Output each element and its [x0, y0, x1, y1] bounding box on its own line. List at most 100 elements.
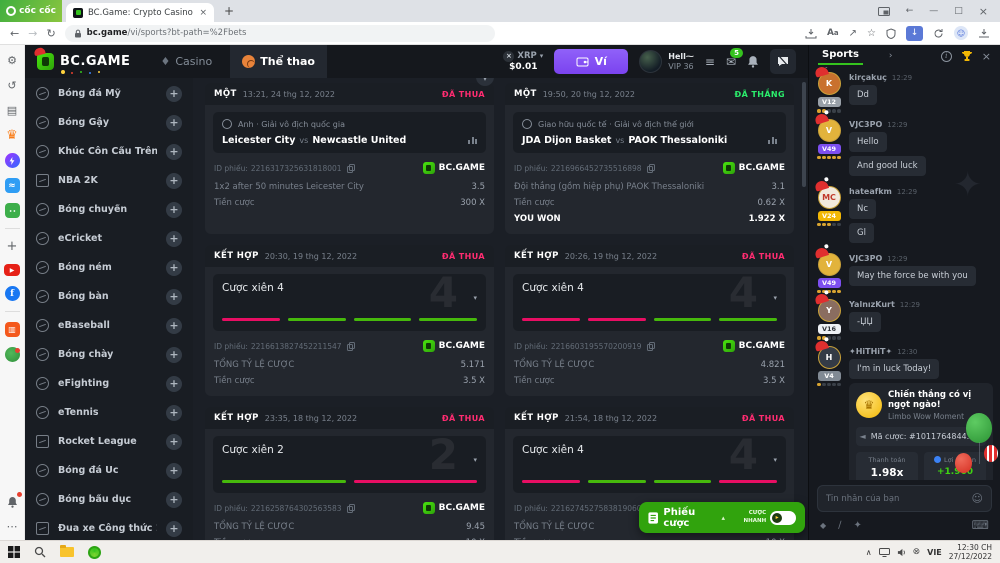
- combo-info[interactable]: Cược xiên 2 2 ▾: [213, 436, 486, 493]
- file-explorer-button[interactable]: [60, 547, 74, 557]
- chat-username[interactable]: YalnızKurt: [849, 300, 895, 309]
- sidebar-item-rocket-league[interactable]: Rocket League+: [25, 427, 193, 456]
- network-icon[interactable]: [879, 548, 890, 557]
- copy-icon[interactable]: [647, 164, 655, 173]
- chat-username[interactable]: kirçakuç: [849, 73, 887, 82]
- add-sport-button[interactable]: +: [166, 86, 182, 102]
- bell-icon[interactable]: [747, 55, 759, 68]
- avatar[interactable]: K: [818, 72, 841, 95]
- sidebar-item-ebaseball[interactable]: eBaseball+: [25, 311, 193, 340]
- sport-app-icon[interactable]: [5, 347, 20, 362]
- add-sport-button[interactable]: +: [166, 376, 182, 392]
- forward-button[interactable]: →: [28, 27, 37, 40]
- chat-info-icon[interactable]: i: [941, 51, 952, 62]
- sidebar-item-bong-chay[interactable]: Bóng chày+: [25, 340, 193, 369]
- copy-icon[interactable]: [347, 164, 355, 173]
- stats-icon[interactable]: [768, 137, 777, 144]
- add-sport-button[interactable]: +: [166, 260, 182, 276]
- sidebar-item-etennis[interactable]: eTennis+: [25, 398, 193, 427]
- tab-close-icon[interactable]: ×: [199, 8, 207, 18]
- combo-info[interactable]: Cược xiên 4 4 ▾: [513, 274, 786, 331]
- add-sport-button[interactable]: +: [166, 115, 182, 131]
- add-sport-button[interactable]: +: [166, 405, 182, 421]
- youtube-icon[interactable]: ▶: [4, 264, 20, 276]
- rain-tip-icon[interactable]: ◆: [820, 521, 826, 530]
- sidebar-item-khuc-con-cau[interactable]: Khúc Côn Cầu Trên Băng+: [25, 137, 193, 166]
- reload-button[interactable]: ↻: [46, 27, 55, 40]
- expand-chevron-icon[interactable]: ▾: [473, 456, 477, 464]
- avatar[interactable]: V: [818, 119, 841, 142]
- copy-icon[interactable]: [347, 504, 355, 513]
- expand-chevron-icon[interactable]: ▾: [473, 294, 477, 302]
- newsfeed-icon[interactable]: ≈: [5, 178, 20, 193]
- settings-icon[interactable]: ⚙: [5, 53, 20, 68]
- shield-icon[interactable]: [886, 28, 896, 39]
- chat-username[interactable]: ✦HiTHiT✦: [849, 347, 892, 356]
- stats-icon[interactable]: [468, 137, 477, 144]
- copy-icon[interactable]: [647, 342, 655, 351]
- avatar[interactable]: V: [818, 253, 841, 276]
- add-sport-button[interactable]: +: [166, 463, 182, 479]
- sidebar-item-dua-xe-f1[interactable]: Đua xe Công thức 1+: [25, 514, 193, 540]
- games-icon[interactable]: [5, 203, 20, 218]
- sidebar-item-bong-ban[interactable]: Bóng bàn+: [25, 282, 193, 311]
- tray-expand-icon[interactable]: ∧: [866, 548, 872, 557]
- sidebar-item-efighting[interactable]: eFighting+: [25, 369, 193, 398]
- sidebar-item-ecricket[interactable]: eCricket+: [25, 224, 193, 253]
- facebook-icon[interactable]: f: [5, 286, 20, 301]
- add-sport-button[interactable]: +: [166, 521, 182, 537]
- quick-bet-toggle[interactable]: ▸: [770, 511, 796, 525]
- sync-icon[interactable]: [933, 28, 944, 39]
- chat-toggle-icon[interactable]: [770, 49, 796, 74]
- add-sport-button[interactable]: +: [166, 347, 182, 363]
- avatar[interactable]: MC: [818, 186, 841, 209]
- keyboard-icon[interactable]: ⌨: [972, 518, 989, 532]
- gift-icon[interactable]: ✦: [854, 520, 862, 531]
- chat-input-box[interactable]: ☺: [817, 485, 992, 512]
- crown-rewards-icon[interactable]: ♛: [5, 128, 20, 143]
- reading-list-icon[interactable]: ▤: [5, 103, 20, 118]
- url-input[interactable]: bc.game/vi/sports?bt-path=%2Fbets: [65, 25, 495, 42]
- bet-slip-button[interactable]: Phiếu cược ▴ CƯỢC NHANH ▸: [639, 502, 805, 533]
- bookmark-icon[interactable]: ☆: [867, 28, 876, 39]
- add-sport-button[interactable]: +: [166, 318, 182, 334]
- currency-selector[interactable]: × XRP ▾ $0.01: [503, 51, 543, 73]
- add-sport-button[interactable]: +: [166, 144, 182, 160]
- user-chip[interactable]: Hell⁓ VIP 36: [639, 50, 694, 73]
- combo-info[interactable]: Cược xiên 4 4 ▾: [513, 436, 786, 493]
- notifications-bell-icon[interactable]: [5, 494, 20, 509]
- sidebar-item-bong-gay[interactable]: Bóng Gậy+: [25, 108, 193, 137]
- pip-icon[interactable]: [878, 7, 890, 16]
- emoji-picker-icon[interactable]: ☺: [972, 492, 983, 505]
- nav-sports[interactable]: Thể thao: [230, 45, 327, 78]
- quests-menu-icon[interactable]: ≡: [705, 55, 715, 69]
- chat-rules-icon[interactable]: ∕: [838, 520, 841, 531]
- more-options-icon[interactable]: ⋯: [5, 519, 20, 534]
- chat-username[interactable]: VJC3PO: [849, 120, 882, 129]
- nav-casino[interactable]: ♦ Casino: [160, 45, 212, 78]
- chat-username[interactable]: VJC3PO: [849, 254, 882, 263]
- back-button[interactable]: ←: [10, 27, 19, 40]
- chat-username[interactable]: hateafkm: [849, 187, 892, 196]
- search-button[interactable]: [34, 546, 46, 558]
- volume-icon[interactable]: [897, 548, 906, 557]
- expand-chevron-icon[interactable]: ▾: [773, 294, 777, 302]
- chat-close-icon[interactable]: ×: [982, 50, 991, 63]
- language-indicator[interactable]: VIE: [927, 548, 942, 557]
- add-sport-button[interactable]: +: [166, 231, 182, 247]
- sidebar-item-bong-da-uc[interactable]: Bóng đá Úc+: [25, 456, 193, 485]
- match-info[interactable]: Giao hữu quốc tế · Giải vô địch thế giới…: [513, 112, 786, 153]
- add-shortcut-icon[interactable]: +: [5, 239, 20, 254]
- avatar[interactable]: Y: [818, 299, 841, 322]
- scrollbar-thumb[interactable]: [802, 82, 806, 187]
- downloads-tray-icon[interactable]: [978, 28, 990, 39]
- sidebar-item-nba2k[interactable]: NBA 2K+: [25, 166, 193, 195]
- download-active-icon[interactable]: ↓: [906, 26, 923, 41]
- profile-icon[interactable]: ☺: [954, 26, 968, 40]
- expand-chevron-icon[interactable]: ▾: [773, 456, 777, 464]
- share-icon[interactable]: ↗: [849, 28, 857, 39]
- avatar[interactable]: H: [818, 346, 841, 369]
- translate-icon[interactable]: Aa: [827, 28, 839, 38]
- minimize-button[interactable]: —: [929, 6, 938, 16]
- sidebar-item-bong-chuyen[interactable]: Bóng chuyền+: [25, 195, 193, 224]
